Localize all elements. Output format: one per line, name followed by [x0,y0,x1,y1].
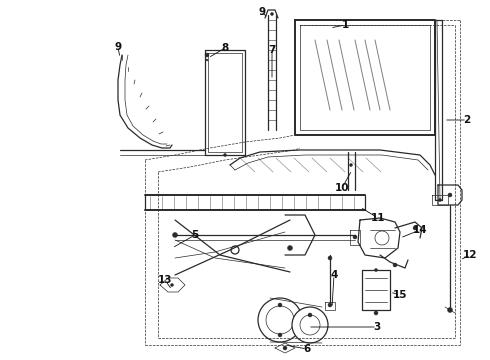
Text: 11: 11 [371,213,385,223]
Circle shape [308,313,312,317]
Circle shape [171,284,173,287]
Text: 5: 5 [192,230,198,240]
Circle shape [232,247,238,253]
Circle shape [206,59,208,61]
Text: 7: 7 [269,45,276,55]
Text: 4: 4 [330,270,338,280]
Text: 12: 12 [463,250,477,260]
Circle shape [172,233,177,238]
Circle shape [231,246,239,254]
Circle shape [278,333,282,337]
Text: 6: 6 [303,344,311,354]
Circle shape [413,226,417,230]
Circle shape [328,303,332,307]
Circle shape [374,269,377,271]
Circle shape [292,307,328,343]
Text: 14: 14 [413,225,427,235]
Circle shape [393,263,397,267]
Circle shape [205,53,209,57]
Circle shape [270,13,273,15]
Circle shape [283,346,287,350]
Text: 3: 3 [373,322,381,332]
Text: 9: 9 [258,7,266,17]
Circle shape [266,306,294,334]
Circle shape [375,231,389,245]
Text: 1: 1 [342,20,348,30]
Text: 10: 10 [335,183,349,193]
Text: 13: 13 [158,275,172,285]
Circle shape [439,198,441,202]
Text: 15: 15 [393,290,407,300]
Circle shape [288,246,293,251]
Circle shape [349,163,352,166]
Text: 2: 2 [464,115,470,125]
Circle shape [448,193,452,197]
Circle shape [353,235,357,239]
Text: 8: 8 [221,43,229,53]
Circle shape [278,303,282,307]
Circle shape [447,307,452,312]
Circle shape [258,298,302,342]
Circle shape [328,256,332,260]
Circle shape [300,315,320,335]
Text: 9: 9 [115,42,122,52]
Circle shape [374,311,378,315]
Circle shape [223,153,226,157]
